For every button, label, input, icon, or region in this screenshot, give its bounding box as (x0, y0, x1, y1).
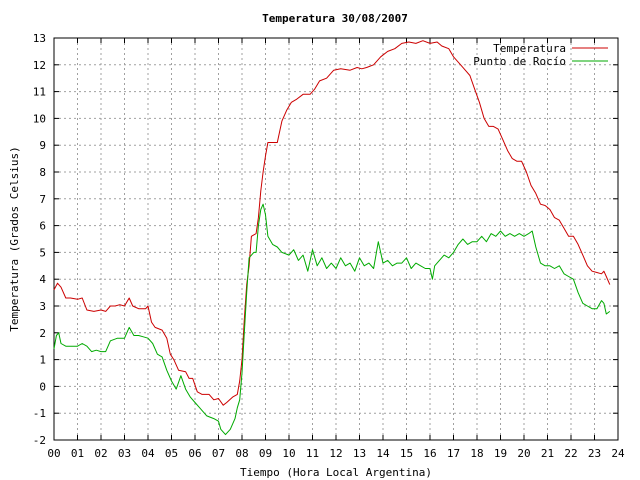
y-tick-label: 5 (39, 246, 46, 259)
x-tick-label: 18 (470, 447, 483, 460)
x-tick-label: 22 (564, 447, 577, 460)
x-tick-label: 13 (353, 447, 366, 460)
x-tick-label: 11 (306, 447, 319, 460)
x-tick-label: 14 (376, 447, 390, 460)
y-tick-label: 3 (39, 300, 46, 313)
x-tick-label: 06 (188, 447, 201, 460)
series-line-temperatura (53, 40, 611, 406)
x-axis-label: Tiempo (Hora Local Argentina) (240, 466, 432, 479)
x-tick-label: 12 (329, 447, 342, 460)
y-tick-label: 12 (33, 59, 46, 72)
y-tick-label: 9 (39, 139, 46, 152)
series-line-punto-de-roc-o (53, 203, 611, 436)
y-tick-label: 8 (39, 166, 46, 179)
x-tick-label: 02 (94, 447, 107, 460)
x-tick-label: 15 (400, 447, 413, 460)
legend-label: Punto de Rocío (473, 55, 566, 68)
y-tick-label: 2 (39, 327, 46, 340)
y-tick-label: 1 (39, 354, 46, 367)
y-tick-label: 10 (33, 112, 46, 125)
x-tick-label: 08 (235, 447, 248, 460)
y-tick-label: 13 (33, 32, 46, 45)
chart-title: Temperatura 30/08/2007 (262, 12, 408, 25)
y-tick-label: -1 (33, 407, 46, 420)
x-tick-label: 04 (141, 447, 155, 460)
x-tick-label: 05 (165, 447, 178, 460)
x-tick-label: 01 (71, 447, 84, 460)
x-tick-label: 03 (118, 447, 131, 460)
y-tick-label: 11 (33, 86, 46, 99)
x-tick-label: 21 (541, 447, 554, 460)
y-tick-label: -2 (33, 434, 46, 447)
x-tick-label: 20 (517, 447, 530, 460)
y-tick-label: 4 (39, 273, 46, 286)
x-tick-label: 09 (259, 447, 272, 460)
x-tick-label: 00 (47, 447, 60, 460)
x-tick-label: 24 (611, 447, 625, 460)
grid-lines (54, 38, 618, 440)
axis-ticks: 00 01 02 03 04 05 06 07 08 09 10 11 12 13 14 15 16 17 18 19… (33, 32, 625, 460)
x-tick-label: 16 (423, 447, 436, 460)
x-tick-label: 10 (282, 447, 295, 460)
series-lines (53, 40, 611, 436)
y-tick-label: 6 (39, 220, 46, 233)
y-tick-label: 7 (39, 193, 46, 206)
x-tick-label: 17 (447, 447, 460, 460)
x-tick-label: 23 (588, 447, 601, 460)
y-tick-label: 0 (39, 380, 46, 393)
x-tick-label: 19 (494, 447, 507, 460)
x-tick-label: 07 (212, 447, 225, 460)
legend-label: Temperatura (493, 42, 566, 55)
y-axis-label: Temperatura (Grados Celsius) (8, 146, 21, 331)
